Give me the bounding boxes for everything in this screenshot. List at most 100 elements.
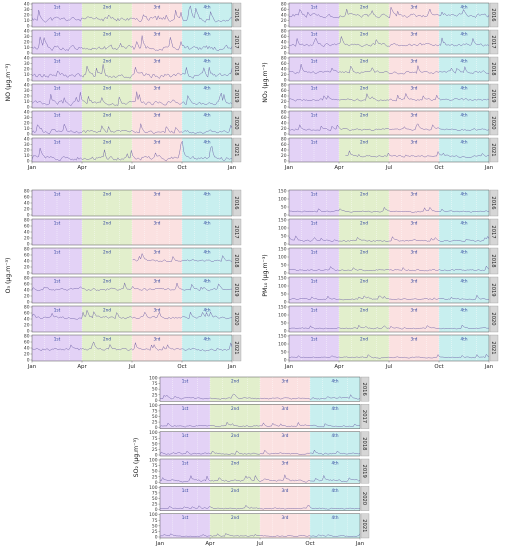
y-tick-label: 20 [281,72,287,78]
y-tick-label: 30 [24,115,30,121]
x-tick-label: Jan [355,541,364,547]
year-strip [232,56,242,82]
row-frame [288,189,490,217]
year-label: 2019 [490,283,496,296]
year-label: 2021 [361,519,367,532]
series-line-2016 [288,6,490,19]
y-tick-label: 150 [278,218,287,224]
year-label: 2016 [233,196,239,209]
y-tick-label: 75 [152,436,158,442]
y-tick-label: 0 [284,329,287,335]
year-label: 2016 [490,196,496,209]
year-strip [232,247,242,275]
y-tick-label: 50 [152,387,158,393]
y-tick-label: 20 [24,207,30,213]
year-label: 2018 [490,62,496,75]
y-tick-label: 20 [281,45,287,51]
x-tick-label: Jan [484,364,493,370]
row-frame [288,218,490,246]
y-tick-label: 60 [281,7,287,13]
year-label: 2019 [361,465,367,478]
y-tick-label: 0 [27,159,30,165]
y-tick-label: 40 [24,83,30,89]
y-tick-label: 40 [281,13,287,19]
year-label: 2018 [233,62,239,75]
y-tick-label: 50 [281,350,287,356]
y-tick-label: 100 [149,512,158,518]
y-tick-label: 0 [155,535,158,541]
y-tick-label: 20 [24,13,30,19]
y-tick-label: 50 [281,205,287,211]
year-label: 2019 [233,89,239,102]
y-tick-label: 25 [152,502,158,508]
year-strip [360,404,370,429]
year-label: 2017 [233,35,239,48]
y-tick-label: 0 [27,329,30,335]
y-tick-label: 75 [152,381,158,387]
row-frame [288,276,490,304]
x-tick-label: Jul [385,165,393,171]
series-line-2018 [288,265,490,272]
x-tick-label: Jul [128,364,136,370]
y-tick-label: 10 [24,72,30,78]
x-tick-label: Apr [77,165,87,171]
y-tick-label: 80 [281,110,287,116]
y-tick-label: 50 [281,292,287,298]
year-label: 2020 [490,312,496,325]
y-tick-label: 40 [24,56,30,62]
series-line-2020 [288,123,490,131]
year-label: 2021 [490,341,496,354]
year-label: 2017 [490,35,496,48]
y-tick-label: 0 [27,51,30,57]
y-tick-label: 25 [152,474,158,480]
year-label: 2020 [233,116,239,129]
year-strip [489,83,499,109]
y-tick-label: 30 [24,142,30,148]
y-tick-label: 40 [24,288,30,294]
y-tick-label: 10 [24,153,30,159]
y-tick-label: 60 [24,224,30,230]
y-tick-label: 100 [149,485,158,491]
y-tick-label: 50 [152,469,158,475]
y-tick-label: 0 [284,271,287,277]
x-tick-label: Oct [177,364,186,370]
x-tick-label: Jan [27,165,36,171]
x-tick-label: Oct [434,165,443,171]
year-strip [489,29,499,55]
series-line-2021 [159,533,361,538]
series-line-2018 [132,252,233,263]
y-tick-label: 0 [27,213,30,219]
x-tick-label: Jan [484,165,493,171]
y-tick-label: 20 [24,67,30,73]
y-tick-label: 75 [152,408,158,414]
year-strip [360,458,370,484]
y-tick-label: 40 [281,94,287,100]
y-tick-label: 50 [281,234,287,240]
y-tick-label: 20 [24,323,30,329]
y-tick-label: 100 [149,458,158,464]
year-label: 2017 [490,225,496,238]
y-tick-label: 100 [149,376,158,382]
y-tick-label: 100 [278,226,287,232]
y-axis-label: SO₂ (µg.m⁻³) [133,438,140,478]
series-line-2021 [288,353,490,359]
y-axis-label: NO₂ (µg.m⁻³) [262,62,269,102]
year-strip [489,110,499,136]
y-tick-label: 0 [284,300,287,306]
series-line-2019 [288,92,490,102]
year-strip [232,334,242,362]
y-tick-label: 40 [24,317,30,323]
series-line-2017 [159,421,361,428]
y-tick-label: 0 [284,213,287,219]
y-tick-label: 75 [152,463,158,469]
